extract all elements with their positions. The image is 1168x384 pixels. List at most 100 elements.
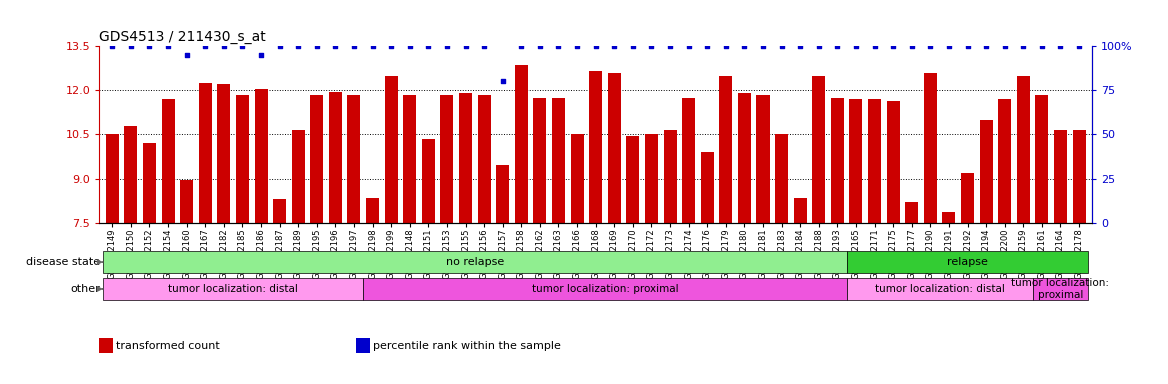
Bar [384, 76, 397, 223]
Point [288, 43, 307, 49]
Bar [311, 95, 324, 223]
Point [958, 43, 976, 49]
Bar [106, 134, 119, 223]
Bar [830, 98, 843, 223]
Point [865, 43, 884, 49]
Bar [199, 83, 211, 223]
Point [215, 43, 234, 49]
Point [568, 43, 586, 49]
Bar [478, 95, 491, 223]
Bar [1017, 76, 1030, 223]
Point [474, 43, 493, 49]
Text: disease state: disease state [26, 257, 100, 267]
Point [401, 43, 419, 49]
Bar [515, 65, 528, 223]
Bar [794, 198, 807, 223]
Bar [961, 173, 974, 223]
Point [605, 43, 624, 49]
Point [103, 43, 121, 49]
Point [698, 43, 717, 49]
Bar [236, 95, 249, 223]
Bar [868, 99, 881, 223]
Bar [682, 98, 695, 223]
Point [624, 43, 642, 49]
Bar [701, 152, 714, 223]
Text: GDS4513 / 211430_s_at: GDS4513 / 211430_s_at [99, 30, 266, 44]
Point [251, 52, 270, 58]
Point [121, 43, 140, 49]
Text: no relapse: no relapse [446, 257, 503, 267]
Bar [924, 73, 937, 223]
Bar [663, 130, 676, 223]
Bar [887, 101, 899, 223]
Bar [348, 95, 361, 223]
Point [178, 52, 196, 58]
Bar [217, 84, 230, 223]
Bar [589, 71, 603, 223]
Point [828, 43, 847, 49]
Point [922, 43, 940, 49]
Point [345, 43, 363, 49]
Point [234, 43, 252, 49]
Point [642, 43, 661, 49]
Point [270, 43, 288, 49]
Point [1070, 43, 1089, 49]
Point [680, 43, 698, 49]
Point [549, 43, 568, 49]
Point [159, 43, 178, 49]
Point [438, 43, 457, 49]
Bar [1054, 130, 1068, 223]
Point [493, 78, 512, 84]
Text: tumor localization: distal: tumor localization: distal [875, 284, 1004, 294]
Bar [812, 76, 826, 223]
Point [976, 43, 995, 49]
Text: transformed count: transformed count [116, 341, 220, 351]
Bar [459, 93, 472, 223]
Bar [645, 134, 658, 223]
Point [716, 43, 735, 49]
Point [939, 43, 958, 49]
Point [809, 43, 828, 49]
Point [884, 43, 903, 49]
Bar [905, 202, 918, 223]
Point [735, 43, 753, 49]
Point [903, 43, 922, 49]
Bar [1072, 130, 1085, 223]
Point [419, 43, 438, 49]
Point [530, 43, 549, 49]
Point [512, 43, 530, 49]
Point [196, 43, 215, 49]
Bar [403, 95, 416, 223]
Bar [980, 120, 993, 223]
Point [326, 43, 345, 49]
Bar [255, 89, 267, 223]
Bar [849, 99, 862, 223]
Bar [422, 139, 434, 223]
Point [586, 43, 605, 49]
Bar [776, 134, 788, 223]
Bar [180, 180, 193, 223]
Bar [496, 166, 509, 223]
Point [661, 43, 680, 49]
Bar [1033, 278, 1089, 300]
Bar [161, 99, 174, 223]
Bar [142, 143, 157, 223]
Bar [329, 92, 342, 223]
Text: tumor localization: proximal: tumor localization: proximal [531, 284, 679, 294]
Bar [943, 212, 955, 223]
Bar [738, 93, 751, 223]
Point [457, 43, 475, 49]
Point [772, 43, 791, 49]
Point [995, 43, 1014, 49]
Bar [103, 278, 363, 300]
Bar [847, 278, 1033, 300]
Text: tumor localization: distal: tumor localization: distal [168, 284, 298, 294]
Bar [1035, 95, 1049, 223]
Text: tumor localization:
proximal: tumor localization: proximal [1011, 278, 1110, 300]
Bar [719, 76, 732, 223]
Bar [571, 134, 584, 223]
Bar [103, 251, 847, 273]
Bar [124, 126, 138, 223]
Point [753, 43, 772, 49]
Point [140, 43, 159, 49]
